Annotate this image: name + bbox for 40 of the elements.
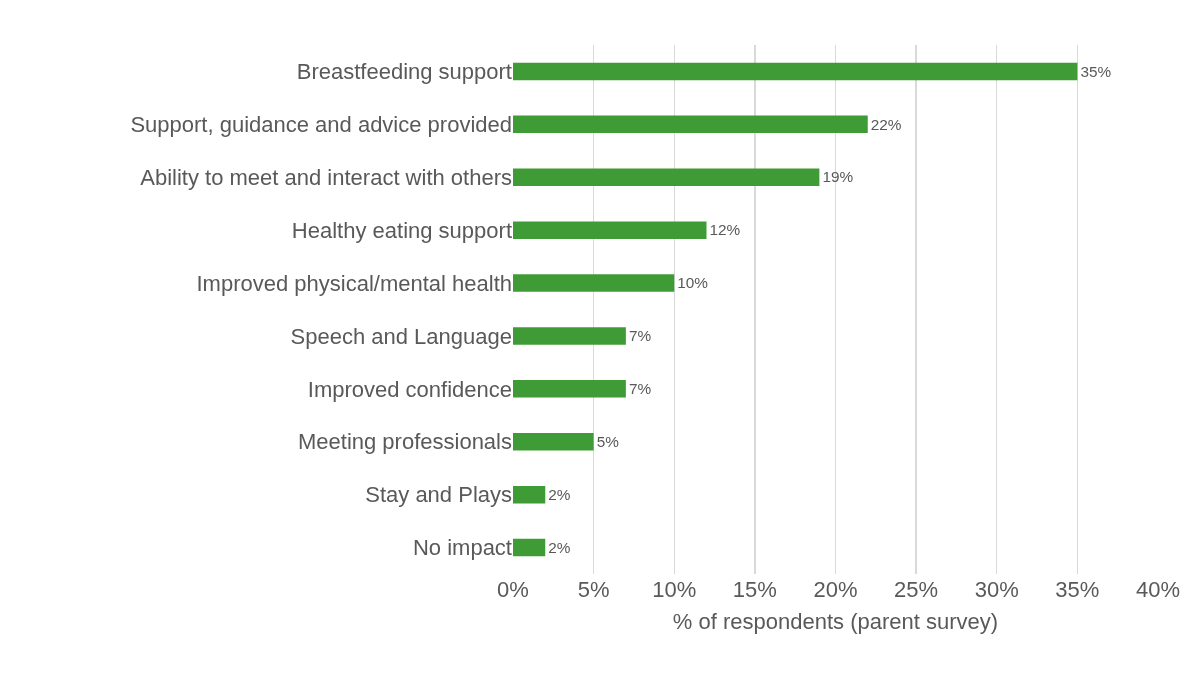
x-tick-label: 15% — [732, 577, 777, 602]
bar — [513, 380, 626, 398]
bar — [513, 327, 626, 345]
data-label: 7% — [628, 327, 652, 345]
x-tick-label: 5% — [577, 577, 610, 602]
x-tick-label: 30% — [974, 577, 1019, 602]
x-tick-label: 25% — [894, 577, 939, 602]
bar — [513, 538, 546, 557]
y-tick-label: Ability to meet and interact with others — [140, 164, 512, 190]
bar — [513, 221, 707, 239]
x-tick-label: 35% — [1055, 577, 1100, 602]
y-tick-label: Healthy eating support — [291, 217, 512, 243]
data-label: 7% — [628, 380, 652, 398]
y-tick-label: Support, guidance and advice provided — [130, 112, 512, 138]
x-tick-label: 0% — [497, 577, 529, 602]
bar — [513, 485, 546, 504]
y-tick-label: Speech and Language — [290, 323, 512, 349]
x-tick-label: 20% — [813, 577, 858, 602]
data-label: 22% — [870, 115, 902, 133]
data-label: 35% — [1080, 62, 1112, 80]
data-label: 2% — [548, 485, 571, 503]
data-label: 19% — [822, 168, 854, 186]
bar — [513, 274, 675, 292]
y-tick-label: Meeting professionals — [297, 429, 512, 455]
data-label: 12% — [709, 221, 741, 239]
bar — [513, 62, 1078, 81]
data-label: 10% — [677, 274, 709, 292]
x-tick-label: 40% — [1135, 577, 1181, 602]
data-label: 5% — [596, 432, 620, 450]
y-tick-label: Stay and Plays — [365, 482, 512, 508]
x-axis-title: % of respondents (parent survey) — [672, 608, 999, 634]
y-tick-label: Improved confidence — [307, 376, 512, 402]
bar — [513, 115, 868, 134]
data-label: 2% — [548, 538, 571, 556]
y-tick-label: Breastfeeding support — [296, 59, 512, 85]
y-tick-label: Improved physical/mental health — [196, 270, 512, 296]
bar — [513, 168, 820, 186]
bar — [513, 433, 594, 451]
x-tick-label: 10% — [652, 577, 697, 602]
y-tick-label: No impact — [412, 535, 512, 561]
